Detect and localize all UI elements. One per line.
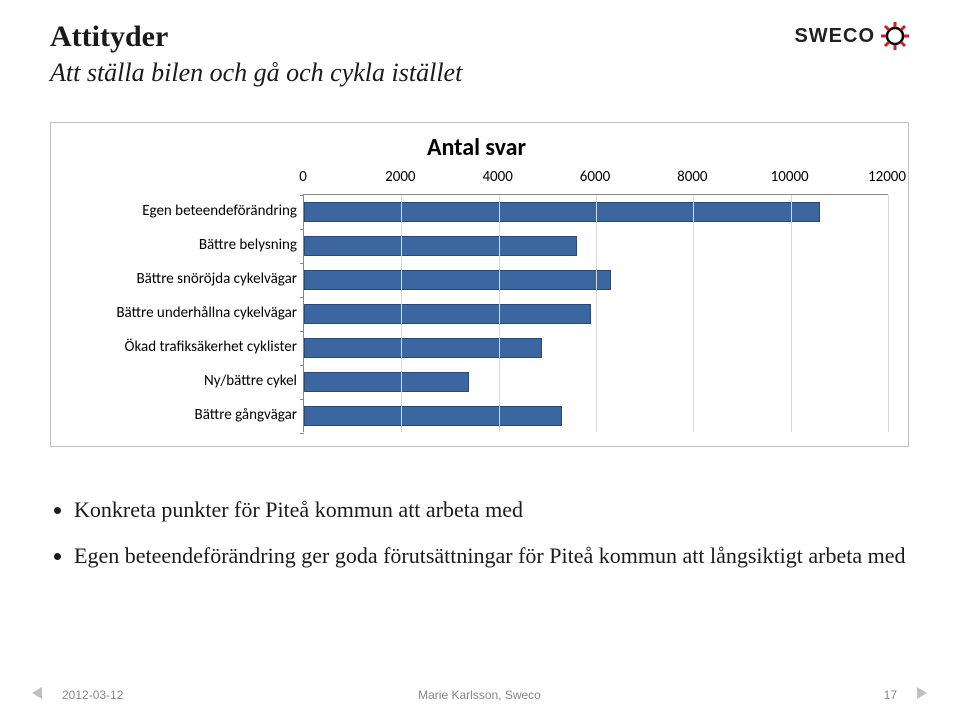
- y-tick: [300, 229, 304, 230]
- bar: [304, 236, 577, 256]
- footer-author: Marie Karlsson, Sweco: [418, 688, 541, 702]
- chart-container: Antal svar Egen beteendeförändringBättre…: [50, 122, 909, 447]
- footer: 2012-03-12 Marie Karlsson, Sweco 17: [0, 687, 959, 702]
- logo-mark-icon: [881, 22, 909, 50]
- slide: Attityder Att ställa bilen och gå och cy…: [0, 0, 959, 714]
- x-tick-label: 6000: [580, 168, 610, 186]
- footer-left: 2012-03-12: [32, 687, 123, 702]
- bar: [304, 304, 591, 324]
- axis-spacer: [65, 166, 303, 194]
- y-tick: [300, 297, 304, 298]
- x-tick-label: 0: [299, 168, 307, 186]
- plot-column: 020004000600080001000012000: [303, 166, 888, 432]
- category-axis: Egen beteendeförändringBättre belysningB…: [65, 166, 303, 432]
- gridline: [401, 195, 402, 432]
- category-label: Bättre snöröjda cykelvägar: [65, 262, 303, 296]
- chart-inner: Egen beteendeförändringBättre belysningB…: [65, 166, 888, 432]
- x-tick-label: 10000: [771, 168, 809, 186]
- y-tick: [300, 331, 304, 332]
- title-block: Attityder Att ställa bilen och gå och cy…: [50, 20, 462, 88]
- x-tick-label: 4000: [482, 168, 512, 186]
- category-label: Bättre belysning: [65, 228, 303, 262]
- bullet-item: Egen beteendeförändring ger goda förutsä…: [74, 541, 909, 571]
- gridline: [888, 195, 889, 432]
- footer-right: 17: [884, 687, 927, 702]
- x-tick-label: 8000: [677, 168, 707, 186]
- gridline: [499, 195, 500, 432]
- logo-text: SWECO: [794, 25, 875, 48]
- slide-subtitle: Att ställa bilen och gå och cykla iställ…: [50, 58, 462, 88]
- nav-next-icon[interactable]: [917, 687, 927, 702]
- y-tick: [300, 433, 304, 434]
- y-tick: [300, 195, 304, 196]
- slide-title: Attityder: [50, 20, 462, 54]
- category-label: Ökad trafiksäkerhet cyklister: [65, 330, 303, 364]
- header-row: Attityder Att ställa bilen och gå och cy…: [50, 20, 909, 88]
- category-label: Bättre gångvägar: [65, 398, 303, 432]
- category-label: Ny/bättre cykel: [65, 364, 303, 398]
- bar: [304, 338, 542, 358]
- x-axis: 020004000600080001000012000: [303, 166, 888, 194]
- chart-title: Antal svar: [65, 133, 888, 162]
- bullet-list: Konkreta punkter för Piteå kommun att ar…: [50, 495, 909, 570]
- category-label: Bättre underhållna cykelvägar: [65, 296, 303, 330]
- bar: [304, 202, 820, 222]
- bar: [304, 270, 611, 290]
- gridline: [791, 195, 792, 432]
- y-tick: [300, 399, 304, 400]
- nav-prev-icon[interactable]: [32, 687, 42, 702]
- x-tick-label: 2000: [385, 168, 415, 186]
- bar: [304, 372, 469, 392]
- y-tick: [300, 263, 304, 264]
- x-tick-label: 12000: [868, 168, 906, 186]
- gridline: [693, 195, 694, 432]
- plot-area: [303, 194, 888, 432]
- footer-date: 2012-03-12: [62, 688, 123, 702]
- footer-page: 17: [884, 688, 897, 702]
- bar: [304, 406, 562, 426]
- y-tick: [300, 365, 304, 366]
- gridline: [596, 195, 597, 432]
- bullet-item: Konkreta punkter för Piteå kommun att ar…: [74, 495, 909, 525]
- sweco-logo: SWECO: [794, 20, 909, 50]
- category-label: Egen beteendeförändring: [65, 194, 303, 228]
